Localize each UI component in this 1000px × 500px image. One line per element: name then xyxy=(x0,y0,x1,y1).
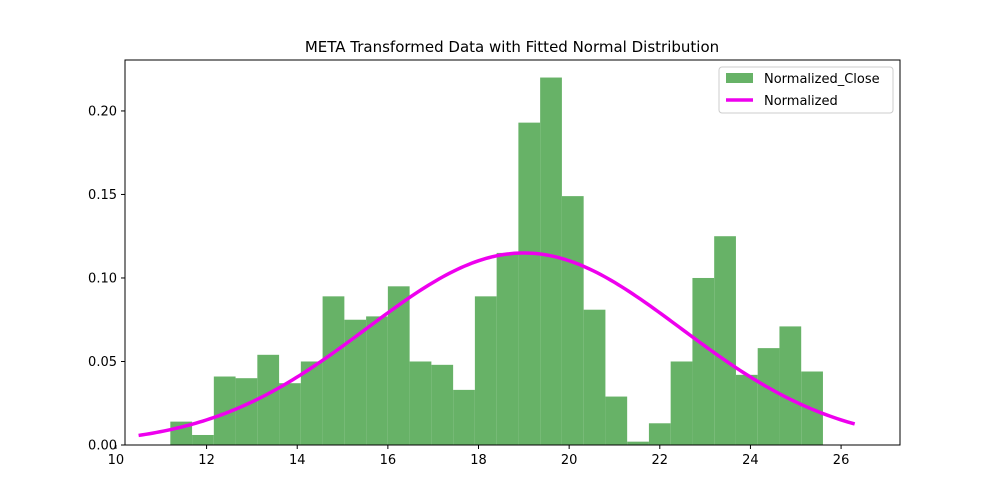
histogram-bar xyxy=(692,277,715,445)
x-tick-label: 18 xyxy=(470,453,487,468)
x-tick-label: 22 xyxy=(652,453,669,468)
histogram-bar xyxy=(235,378,258,445)
histogram-bar xyxy=(192,434,214,445)
histogram-bar xyxy=(409,361,432,445)
x-tick-label: 24 xyxy=(742,453,759,468)
y-tick-label: 0.10 xyxy=(88,271,117,286)
legend-frame xyxy=(718,66,894,114)
histogram-bar xyxy=(735,374,758,445)
histogram-bar xyxy=(714,236,736,445)
histogram-bar xyxy=(627,441,649,445)
x-tick-label: 16 xyxy=(380,453,397,468)
fitted-normal-curve xyxy=(138,251,856,438)
x-tick-label: 12 xyxy=(198,453,215,468)
histogram-bar xyxy=(344,319,367,445)
legend-label-histogram: Normalized_Close xyxy=(764,72,880,87)
x-tick-label: 14 xyxy=(289,453,306,468)
x-axis: 10 12 14 16 18 20 22 24 26 xyxy=(108,445,850,468)
x-tick-label: 20 xyxy=(561,453,578,468)
histogram-bar xyxy=(540,77,562,445)
histogram-bar xyxy=(779,326,802,445)
histogram-bar xyxy=(257,354,280,445)
histogram-bar xyxy=(757,348,780,445)
histogram-bar xyxy=(366,316,388,445)
histogram-bar xyxy=(387,286,410,445)
histogram-bar xyxy=(300,361,323,445)
y-axis: 0.00 0.05 0.10 0.15 0.20 xyxy=(88,104,125,454)
plot-frame xyxy=(124,59,901,446)
chart-title: META Transformed Data with Fitted Normal… xyxy=(305,38,719,56)
legend-bar-swatch xyxy=(726,73,753,83)
histogram-bars xyxy=(170,77,823,446)
histogram-bar xyxy=(518,122,541,446)
histogram-bar xyxy=(496,252,519,445)
histogram-bar xyxy=(605,396,628,445)
histogram-bar xyxy=(561,196,584,445)
histogram-bar xyxy=(453,389,475,445)
y-tick-label: 0.20 xyxy=(88,104,117,119)
x-tick-label: 26 xyxy=(833,453,850,468)
histogram-bar xyxy=(474,296,497,445)
histogram-bar xyxy=(583,309,606,445)
legend-label-fit: Normalized xyxy=(764,94,838,109)
histogram-bar xyxy=(322,296,345,445)
histogram-bar xyxy=(648,423,671,445)
histogram-bar xyxy=(670,361,693,445)
y-tick-label: 0.15 xyxy=(88,188,117,203)
histogram-bar xyxy=(213,376,236,445)
histogram-bar xyxy=(279,383,301,445)
y-tick-label: 0.00 xyxy=(88,439,117,454)
x-tick-label: 10 xyxy=(108,453,125,468)
y-tick-label: 0.05 xyxy=(88,355,117,370)
histogram-bar xyxy=(431,364,454,445)
legend: Normalized_Close Normalized xyxy=(718,66,894,114)
